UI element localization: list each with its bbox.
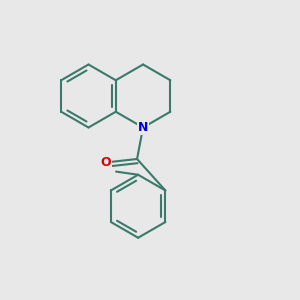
- Text: O: O: [100, 156, 111, 169]
- Text: N: N: [138, 121, 148, 134]
